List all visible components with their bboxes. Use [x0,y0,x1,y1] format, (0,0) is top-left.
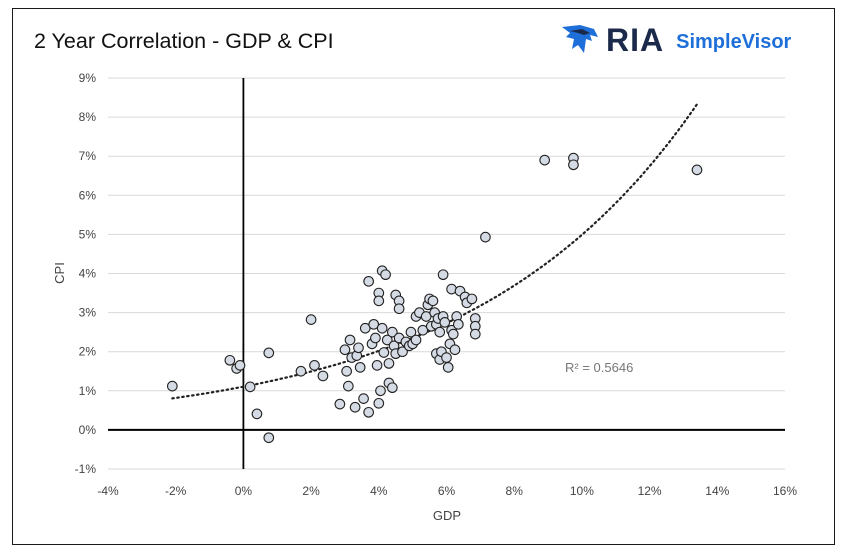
data-point [295,365,307,377]
x-tick-label: 0% [235,484,253,498]
x-tick-label: 4% [370,484,388,498]
data-point [568,159,579,171]
data-point [452,318,464,330]
data-point [386,382,398,394]
data-point [371,360,383,371]
y-tick-label: 9% [79,71,97,85]
data-point [363,406,374,418]
y-tick-label: 0% [79,423,97,437]
data-point [359,322,371,334]
ria-simplevisor-logo: RIA SimpleVisor [560,20,791,60]
data-point [480,231,491,243]
y-tick-labels: -1% 0% 1% 2% 3% 4% 5% 6% 7% 8% 9% [75,71,97,476]
y-tick-label: 4% [79,267,97,281]
data-point [378,347,390,358]
y-tick-label: 5% [79,227,97,241]
data-point [420,311,432,322]
data-point [380,269,391,281]
data-point [370,332,381,344]
data-point [305,314,317,325]
data-point [442,361,454,373]
data-point [393,303,405,315]
logo-brand: RIA [606,21,665,58]
data-point [405,326,417,338]
data-point [224,354,236,366]
data-point [376,322,388,334]
x-tick-label: 10% [570,484,594,498]
data-point [410,334,422,346]
y-axis-label: CPI [52,262,67,284]
chart-title: 2 Year Correlation - GDP & CPI [34,29,334,53]
y-tick-label: -1% [75,462,97,476]
x-tick-label: -2% [165,484,187,498]
y-tick-label: 7% [79,149,97,163]
data-point [358,393,369,404]
x-tick-label: 8% [506,484,524,498]
data-point [397,346,408,358]
data-point [441,352,452,363]
data-point [437,269,449,281]
data-point [353,342,364,354]
data-point [381,334,393,346]
x-tick-label: 2% [302,484,320,498]
data-point [341,365,352,377]
r-squared-label: R² = 0.5646 [565,360,633,375]
data-point [449,344,461,356]
x-tick-label: -4% [97,484,119,498]
y-tick-label: 1% [79,384,97,398]
x-tick-label: 12% [638,484,662,498]
data-point [349,401,361,413]
data-point [539,154,551,166]
data-point [244,381,256,393]
data-point [691,164,703,176]
eagle-icon [562,25,598,53]
y-tick-label: 2% [79,345,97,359]
data-point [383,358,395,369]
logo-product: SimpleVisor [676,30,792,53]
data-point [447,328,459,340]
y-tick-label: 6% [79,188,97,202]
data-point [368,318,380,330]
data-point [263,347,275,359]
data-point [317,370,329,382]
y-tick-label: 8% [79,110,97,124]
x-tick-label: 14% [705,484,729,498]
data-point [344,334,356,346]
data-point [234,360,246,371]
x-tick-label: 16% [773,484,797,498]
data-point [363,275,374,287]
data-point [166,380,178,392]
data-point [469,328,481,340]
data-point [263,432,275,444]
zero-axes [108,78,785,469]
data-point [251,408,263,420]
chart-frame [12,8,835,545]
data-point [342,380,354,392]
x-tick-labels: -4% -2% 0% 2% 4% 6% 8% 10% 12% 14% 16% [97,484,797,498]
data-point [373,295,385,307]
data-point [354,361,366,373]
data-point [334,398,346,410]
data-point [434,326,446,338]
data-point [339,344,351,356]
data-points [166,152,703,444]
x-axis-label: GDP [433,508,461,523]
data-point [417,324,429,336]
data-point [439,317,451,328]
data-point [375,385,386,397]
data-point [386,326,398,338]
data-point [427,295,439,307]
x-tick-label: 6% [438,484,456,498]
data-point [373,397,385,409]
data-point [466,293,478,305]
data-point [309,360,320,371]
y-tick-label: 3% [79,306,97,320]
